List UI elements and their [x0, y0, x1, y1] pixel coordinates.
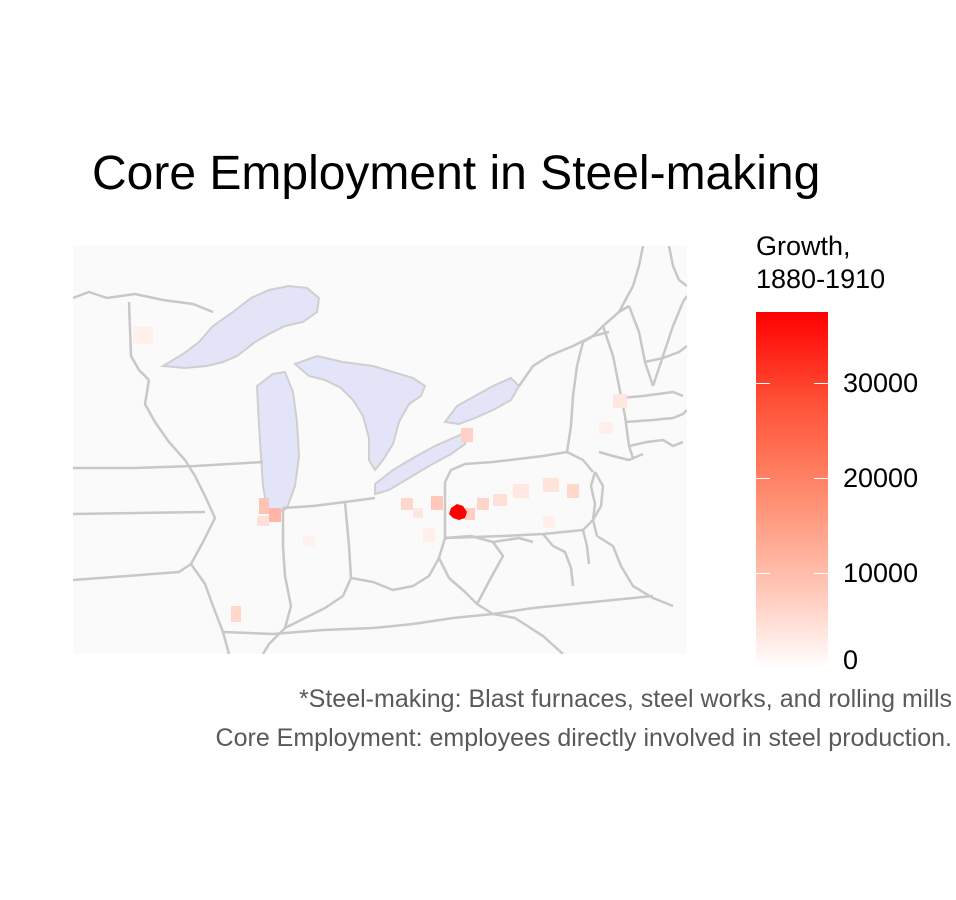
growth-area	[231, 606, 241, 622]
growth-area	[493, 494, 507, 506]
legend-tick-mark	[814, 478, 828, 480]
map-panel	[73, 246, 687, 654]
legend-tick-mark	[814, 383, 828, 385]
lake-huron	[293, 354, 427, 472]
growth-area	[543, 478, 559, 492]
growth-area	[269, 508, 281, 522]
growth-area	[477, 498, 489, 510]
legend-tick-label: 30000	[843, 368, 919, 399]
growth-area	[257, 516, 269, 526]
growth-area	[133, 326, 153, 344]
legend-tick-mark	[814, 573, 828, 575]
legend-title: Growth, 1880-1910	[756, 230, 885, 296]
lake-michigan	[255, 370, 301, 516]
growth-area	[413, 508, 423, 518]
legend-tick-mark	[756, 573, 770, 575]
hotspot-pittsburgh	[449, 504, 467, 520]
growth-area	[423, 528, 435, 542]
legend-tick-mark	[756, 383, 770, 385]
legend-color-bar	[756, 312, 828, 668]
growth-area	[401, 498, 413, 510]
growth-area	[259, 498, 269, 514]
growth-area	[431, 496, 443, 510]
legend-tick-label: 0	[843, 645, 859, 675]
legend-tick-mark	[756, 478, 770, 480]
growth-area	[465, 508, 475, 520]
lake-erie	[374, 430, 469, 496]
growth-area	[513, 484, 529, 498]
legend-tick-label: 10000	[843, 558, 919, 589]
caption-line2: Core Employment: employees directly invo…	[215, 724, 952, 752]
state-borders	[73, 246, 687, 654]
growth-area	[303, 536, 315, 546]
growth-area	[599, 422, 613, 434]
chart-title: Core Employment in Steel-making	[92, 147, 821, 200]
growth-area	[461, 428, 473, 442]
caption-line1: *Steel-making: Blast furnaces, steel wor…	[298, 685, 952, 713]
legend-title-line2: 1880-1910	[756, 264, 886, 294]
lake-superior	[159, 284, 321, 370]
growth-area	[567, 484, 579, 498]
growth-areas	[133, 326, 627, 622]
legend-tick-label: 20000	[843, 463, 919, 494]
growth-area	[543, 516, 555, 528]
growth-area	[613, 394, 627, 408]
legend-title-line1: Growth,	[756, 231, 851, 261]
